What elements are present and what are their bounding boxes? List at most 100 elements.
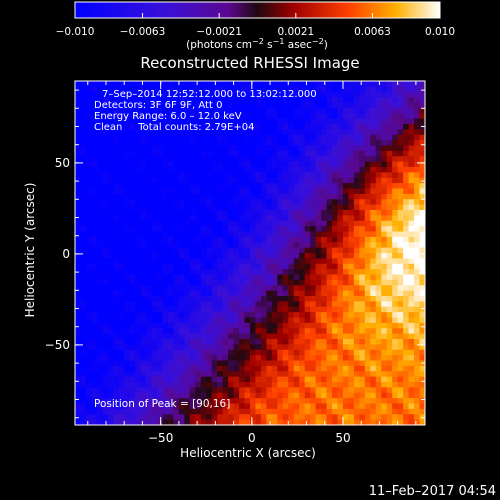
heatmap-cell — [239, 242, 246, 249]
heatmap-cell — [222, 145, 229, 152]
heatmap-cell — [315, 236, 322, 243]
heatmap-cell — [375, 387, 382, 394]
heatmap-cell — [397, 285, 404, 292]
heatmap-cell — [85, 124, 93, 130]
heatmap-cell — [386, 183, 393, 190]
heatmap-cell — [157, 408, 164, 415]
heatmap-cell — [310, 231, 317, 238]
heatmap-cell — [75, 242, 82, 249]
heatmap-cell — [353, 344, 360, 351]
heatmap-cell — [277, 317, 284, 324]
heatmap-cell — [118, 156, 125, 163]
heatmap-cell — [200, 290, 207, 297]
heatmap-cell — [342, 339, 350, 345]
heatmap-cell — [321, 290, 328, 297]
heatmap-cell — [392, 328, 399, 335]
heatmap-cell — [255, 177, 262, 184]
heatmap-cell — [315, 344, 322, 351]
heatmap-cell — [282, 274, 289, 281]
heatmap-cell — [250, 118, 257, 125]
heatmap-cell — [386, 145, 393, 152]
heatmap-cell — [315, 247, 322, 254]
heatmap-cell — [102, 242, 109, 249]
heatmap-cell — [75, 371, 82, 378]
heatmap-cell — [342, 91, 350, 98]
heatmap-cell — [271, 231, 278, 238]
heatmap-cell — [348, 236, 355, 243]
heatmap-cell — [102, 301, 109, 308]
heatmap-cell — [244, 392, 251, 399]
heatmap-cell — [96, 355, 103, 362]
heatmap-cell — [299, 129, 306, 136]
heatmap-cell — [337, 398, 344, 405]
heatmap-cell — [392, 193, 399, 200]
heatmap-cell — [91, 274, 98, 281]
heatmap-cell — [403, 355, 410, 362]
heatmap-cell — [85, 398, 93, 405]
heatmap-cell — [419, 156, 425, 163]
heatmap-cell — [129, 145, 136, 152]
heatmap-cell — [80, 414, 87, 421]
heatmap-cell — [260, 306, 268, 313]
heatmap-cell — [173, 177, 180, 184]
heatmap-cell — [342, 226, 350, 233]
heatmap-cell — [386, 371, 393, 378]
heatmap-cell — [217, 355, 224, 362]
heatmap-cell — [315, 226, 322, 233]
heatmap-cell — [403, 177, 410, 184]
heatmap-cell — [167, 118, 175, 125]
heatmap-cell — [386, 97, 393, 104]
heatmap-cell — [195, 301, 202, 308]
heatmap-cell — [364, 156, 371, 163]
heatmap-cell — [222, 301, 229, 308]
heatmap-cell — [184, 398, 191, 405]
heatmap-cell — [222, 134, 229, 141]
heatmap-cell — [178, 167, 185, 173]
heatmap-cell — [342, 215, 350, 222]
heatmap-cell — [211, 204, 218, 211]
heatmap-cell — [310, 247, 317, 254]
heatmap-cell — [266, 134, 273, 141]
heatmap-cell — [162, 86, 169, 93]
heatmap-cell — [342, 296, 350, 302]
heatmap-cell — [162, 220, 169, 227]
heatmap-cell — [135, 86, 142, 93]
heatmap-cell — [348, 161, 355, 168]
heatmap-cell — [178, 365, 185, 372]
heatmap-cell — [282, 242, 289, 249]
heatmap-cell — [392, 263, 399, 270]
heatmap-cell — [162, 269, 169, 276]
heatmap-cell — [299, 102, 306, 109]
heatmap-cell — [233, 306, 240, 313]
heatmap-cell — [184, 376, 191, 383]
heatmap-cell — [91, 355, 98, 362]
heatmap-cell — [348, 296, 355, 302]
heatmap-cell — [408, 398, 415, 405]
heatmap-cell — [250, 204, 257, 211]
heatmap-cell — [348, 231, 355, 238]
heatmap-cell — [102, 365, 109, 372]
heatmap-cell — [217, 242, 224, 249]
heatmap-cell — [386, 306, 393, 313]
heatmap-cell — [113, 306, 120, 313]
heatmap-cell — [337, 279, 344, 286]
heatmap-cell — [260, 210, 268, 216]
heatmap-cell — [375, 188, 382, 195]
heatmap-cell — [288, 414, 295, 421]
heatmap-cell — [129, 258, 136, 265]
heatmap-cell — [151, 161, 158, 168]
heatmap-cell — [392, 204, 399, 211]
heatmap-cell — [397, 81, 404, 87]
heatmap-cell — [85, 253, 93, 259]
heatmap-cell — [271, 145, 278, 152]
heatmap-cell — [342, 118, 350, 125]
heatmap-cell — [392, 145, 399, 152]
heatmap-cell — [162, 398, 169, 405]
heatmap-cell — [244, 177, 251, 184]
heatmap-cell — [228, 339, 235, 345]
heatmap-cell — [135, 145, 142, 152]
heatmap-cell — [332, 344, 339, 351]
heatmap-cell — [102, 231, 109, 238]
heatmap-cell — [107, 285, 114, 292]
heatmap-cell — [107, 118, 114, 125]
